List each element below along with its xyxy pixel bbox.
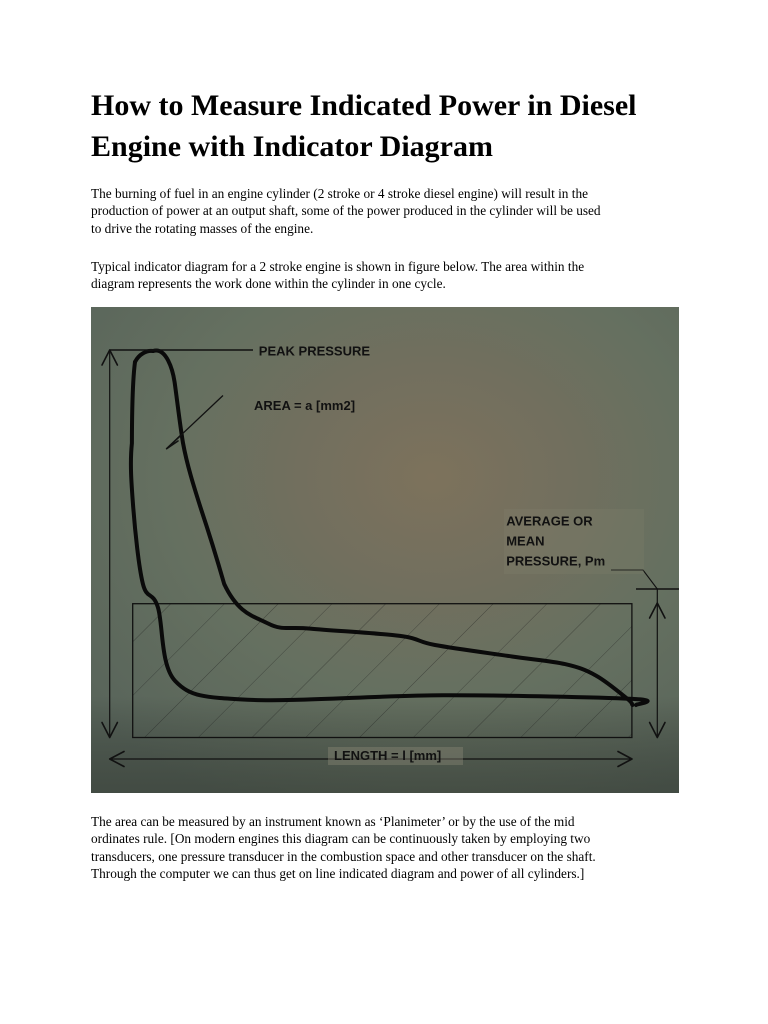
svg-text:AREA = a [mm2]: AREA = a [mm2] xyxy=(254,398,355,413)
svg-text:MEAN: MEAN xyxy=(506,534,544,549)
svg-text:PEAK PRESSURE: PEAK PRESSURE xyxy=(259,344,371,359)
svg-text:AVERAGE OR: AVERAGE OR xyxy=(506,514,593,529)
svg-text:LENGTH = l [mm]: LENGTH = l [mm] xyxy=(334,748,441,763)
svg-text:PRESSURE, Pm: PRESSURE, Pm xyxy=(506,554,605,569)
